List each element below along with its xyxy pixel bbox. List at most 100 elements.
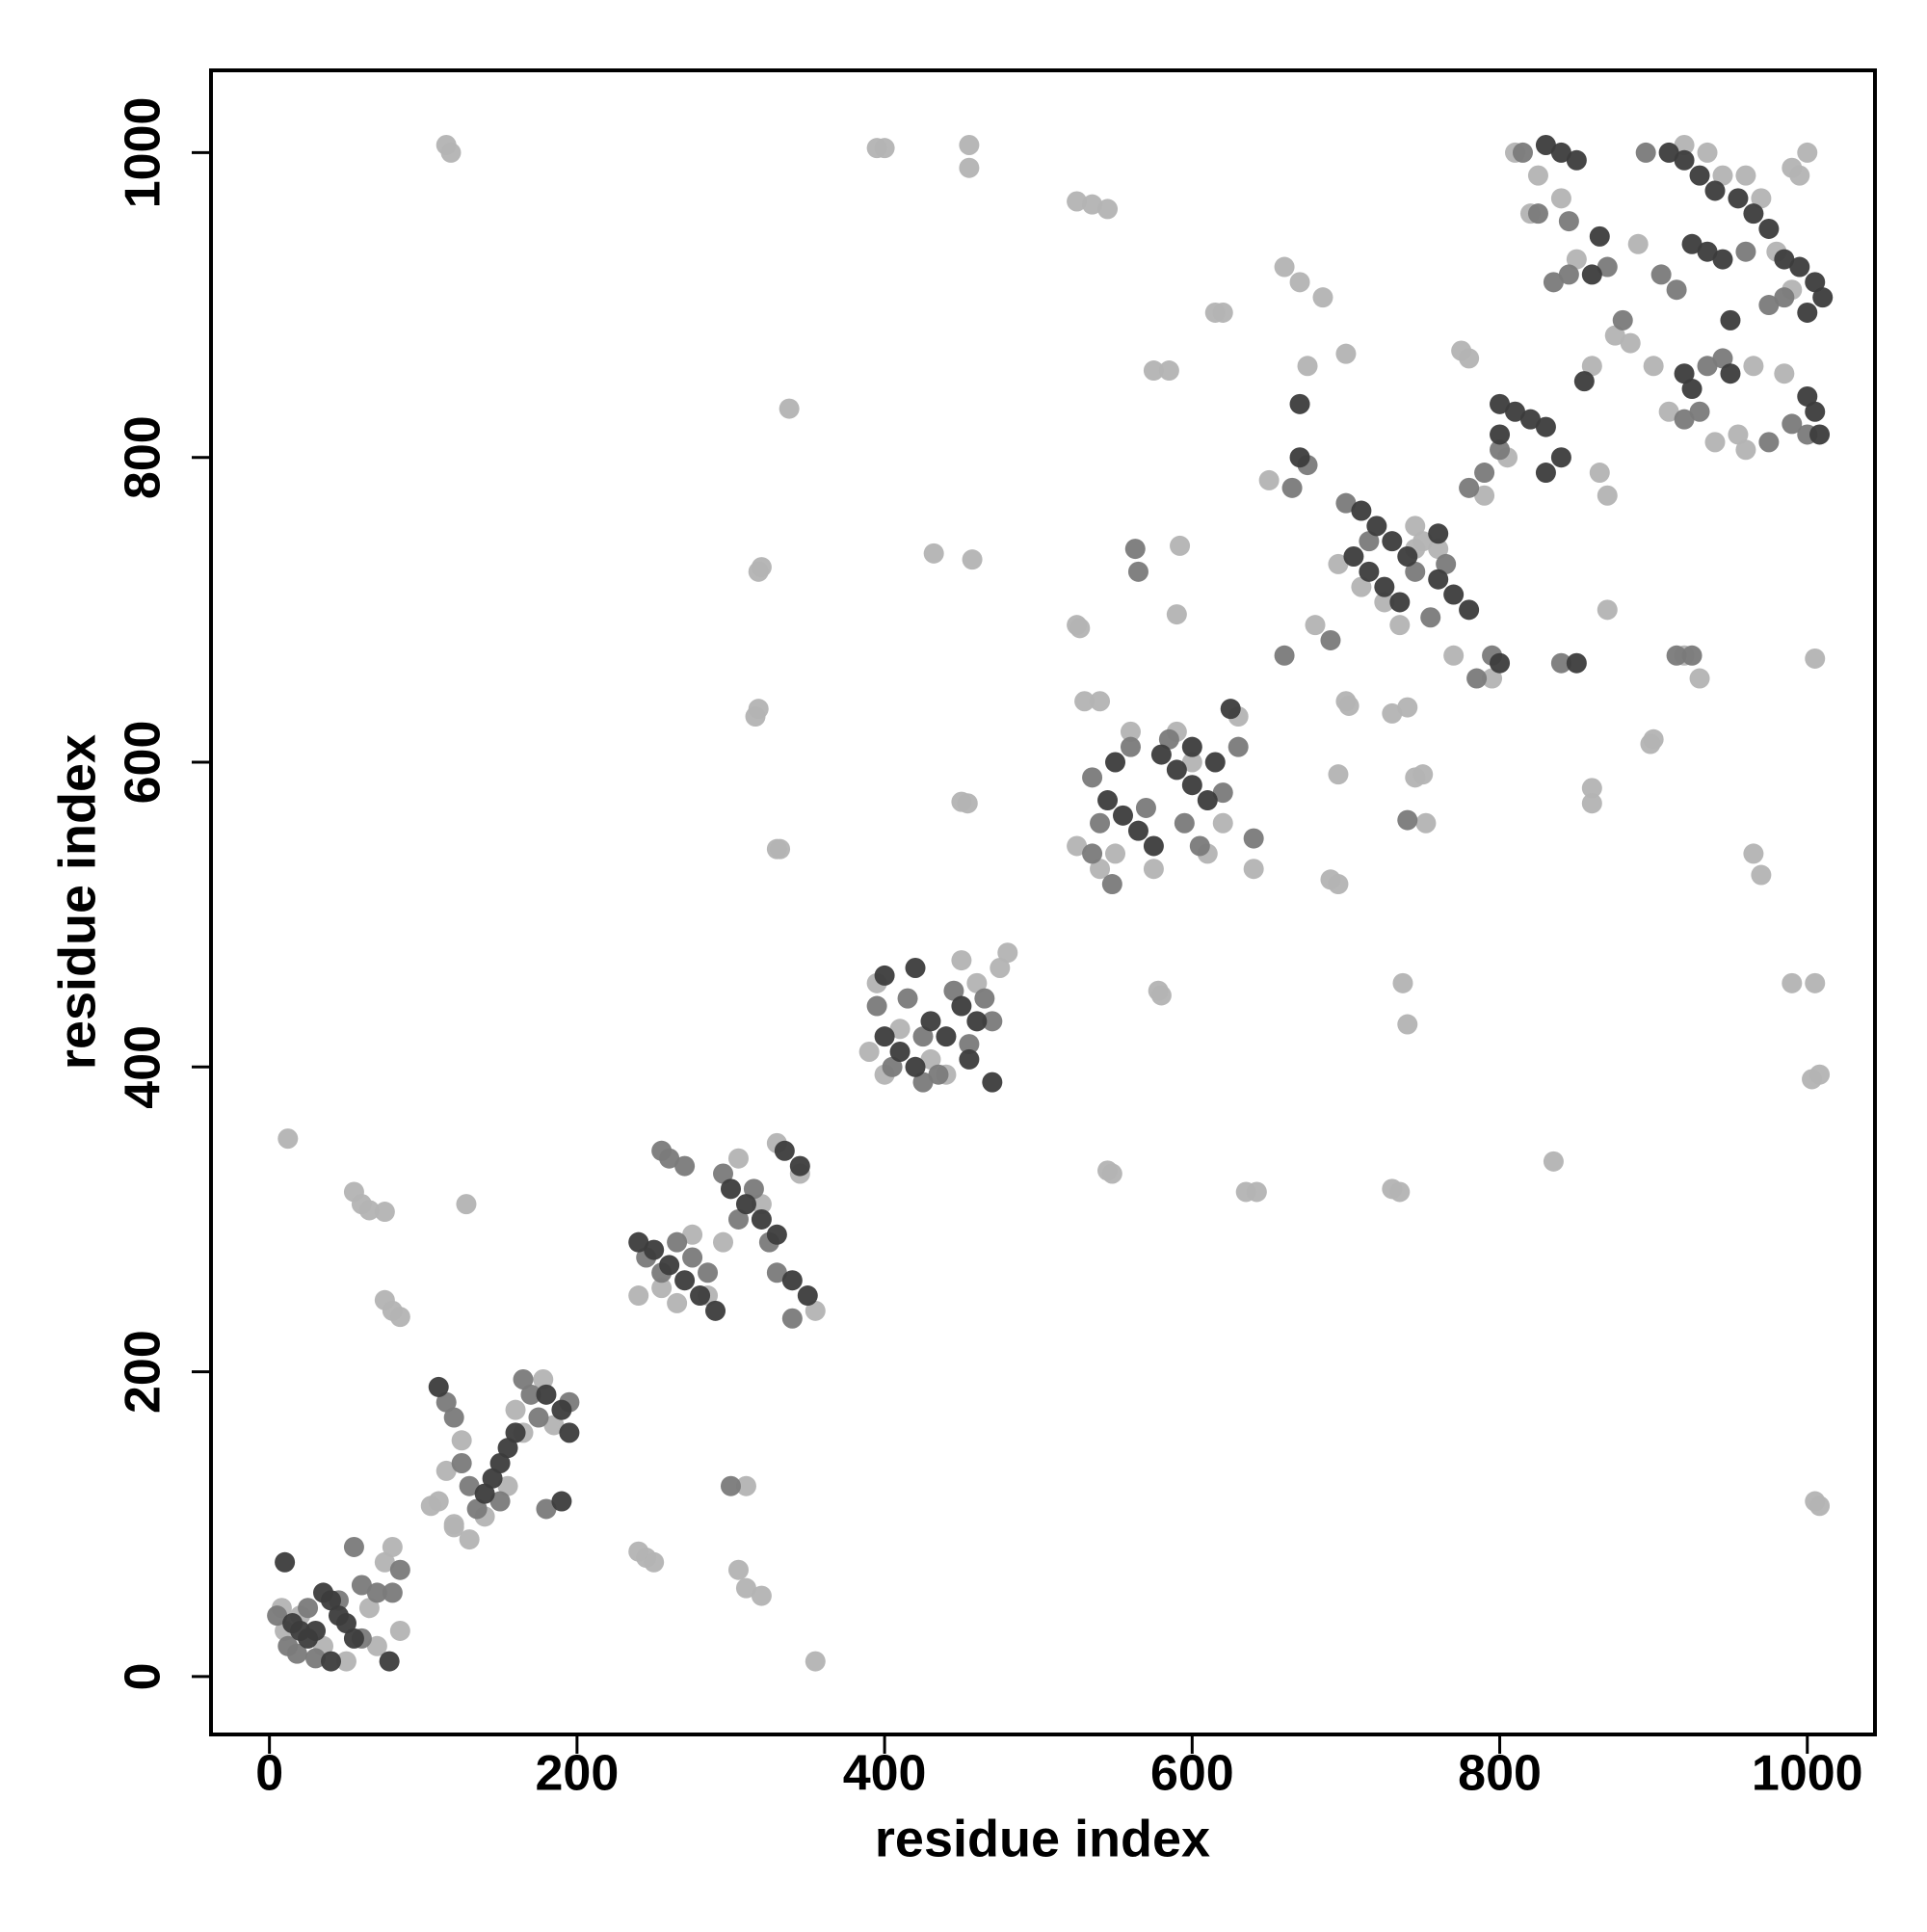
point	[1627, 233, 1649, 254]
point	[905, 958, 926, 979]
point	[1243, 828, 1264, 849]
point	[1246, 1181, 1267, 1203]
point	[1274, 256, 1295, 278]
point	[959, 134, 980, 155]
point	[1351, 500, 1372, 521]
point	[1181, 736, 1202, 757]
point	[1097, 198, 1119, 220]
point	[705, 1300, 726, 1321]
point	[1351, 576, 1372, 597]
point	[1289, 447, 1310, 468]
point	[366, 1582, 387, 1603]
point	[275, 1551, 296, 1573]
point	[1527, 165, 1548, 186]
point	[379, 1651, 400, 1672]
point	[1809, 1495, 1831, 1517]
y-tick-label: 0	[116, 1662, 172, 1690]
point	[889, 1019, 911, 1040]
point-series	[271, 134, 1831, 1672]
point	[1459, 348, 1480, 369]
point	[533, 1369, 554, 1390]
point	[990, 958, 1011, 979]
point	[1490, 424, 1511, 445]
y-tick-label: 800	[116, 415, 172, 499]
point	[1158, 360, 1179, 382]
point	[1805, 401, 1826, 422]
point	[766, 1262, 787, 1284]
point	[1674, 149, 1695, 171]
point	[1535, 463, 1556, 484]
point	[1782, 972, 1803, 993]
point	[943, 980, 964, 1001]
x-tick-label: 400	[843, 1746, 927, 1802]
point	[1101, 1163, 1122, 1184]
point	[1527, 203, 1548, 225]
point	[1243, 859, 1264, 880]
point	[1774, 249, 1795, 270]
point	[1743, 356, 1764, 377]
point	[1689, 401, 1710, 422]
point	[1597, 256, 1618, 278]
point	[1297, 356, 1318, 377]
point	[1566, 149, 1587, 171]
point	[1743, 843, 1764, 864]
point	[674, 1270, 696, 1291]
point	[1281, 477, 1303, 498]
point	[1550, 188, 1571, 209]
point	[1150, 985, 1172, 1006]
point	[774, 1140, 795, 1161]
point	[1751, 864, 1772, 886]
point	[874, 965, 895, 986]
point	[1805, 972, 1826, 993]
point	[1090, 812, 1111, 834]
point	[1797, 142, 1818, 163]
point	[451, 1452, 472, 1473]
point	[1797, 302, 1818, 323]
point	[1674, 134, 1695, 155]
point	[536, 1384, 557, 1405]
point	[858, 1041, 880, 1062]
point	[1674, 409, 1695, 430]
point	[1289, 272, 1310, 293]
point	[1689, 668, 1710, 689]
point	[959, 1034, 980, 1055]
point	[1170, 535, 1191, 556]
point	[1397, 1014, 1418, 1035]
point	[659, 1255, 680, 1276]
point	[951, 995, 972, 1017]
point	[1735, 439, 1756, 461]
point	[1443, 584, 1465, 605]
point	[1581, 778, 1602, 799]
point	[1512, 142, 1533, 163]
point	[374, 1202, 395, 1223]
point	[440, 142, 462, 163]
point	[466, 1498, 488, 1520]
point	[745, 706, 766, 728]
point	[1490, 393, 1511, 414]
point	[735, 1577, 756, 1599]
point	[1805, 272, 1826, 293]
point	[1490, 439, 1511, 461]
point	[905, 1056, 926, 1077]
point	[1127, 561, 1148, 582]
point	[1069, 618, 1091, 639]
point	[1697, 241, 1718, 262]
point	[1612, 309, 1633, 331]
point	[912, 1026, 934, 1047]
point	[389, 1307, 410, 1328]
point	[1382, 531, 1403, 552]
point	[543, 1415, 565, 1436]
point	[335, 1613, 356, 1634]
point	[1620, 332, 1641, 354]
point	[1720, 363, 1741, 384]
point	[1405, 767, 1426, 788]
point	[951, 950, 972, 971]
point	[1712, 165, 1733, 186]
point	[1090, 691, 1111, 712]
point	[1374, 576, 1395, 597]
point	[1274, 645, 1295, 666]
point	[1797, 385, 1818, 407]
point	[1143, 360, 1164, 382]
point	[1658, 142, 1679, 163]
point	[1743, 203, 1764, 225]
